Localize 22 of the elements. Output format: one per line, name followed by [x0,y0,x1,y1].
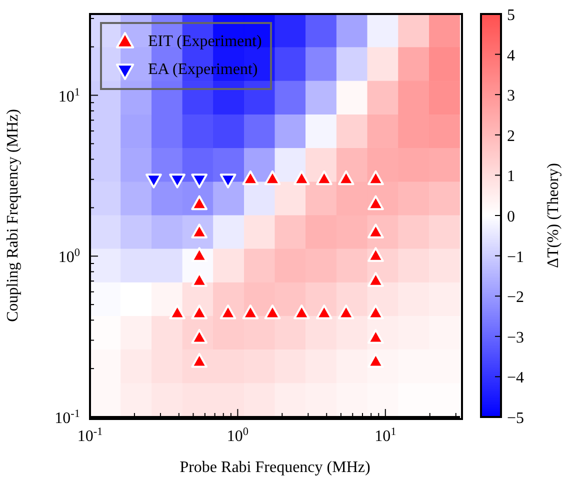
y-tick-label: 10$^{1}$ [58,86,80,106]
color-bar-label: 3 [507,88,515,105]
x-axis-title: Probe Rabi Frequency (MHz) [180,459,370,476]
color-bar-label: −1 [507,248,524,266]
legend-label: EA (Experiment) [148,61,258,79]
color-bar-label: 4 [507,47,515,64]
color-bar-title: ΔT(%) (Theory) [545,163,562,268]
color-bar-label: 0 [507,208,515,226]
x-tick-label: 10$^{1}$ [374,426,396,445]
color-bar-label: −2 [507,289,524,306]
y-tick-label: 10$^{-1}$ [54,408,80,427]
x-tick-label: 10$^{-1}$ [77,426,103,445]
legend-label: EIT (Experiment) [148,33,262,51]
y-axis-title: Coupling Rabi Frequency (MHz) [4,109,22,322]
color-bar-label: 5 [507,7,515,24]
y-tick-label: 10$^{0}$ [58,247,80,266]
color-bar-label: 1 [507,168,515,186]
color-bar-label: −5 [507,410,524,427]
x-tick-label: 10$^{0}$ [226,426,249,445]
color-bar-label: 2 [507,128,515,145]
color-bar-label: −3 [507,329,524,346]
color-bar-label: −4 [507,370,524,387]
